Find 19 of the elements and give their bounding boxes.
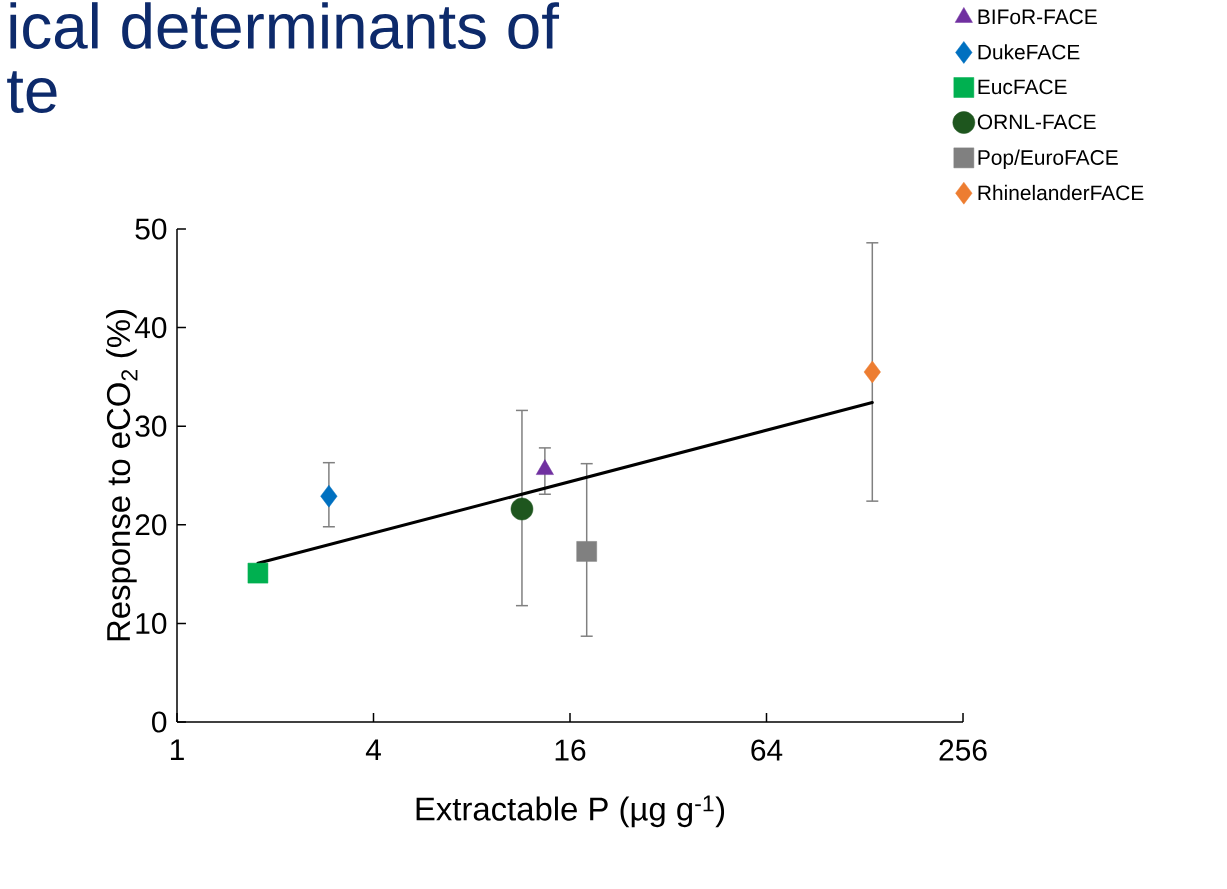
legend-label: DukeFACE <box>978 44 1080 60</box>
text: ical determinants of <box>10 2 560 50</box>
y-tick-label: 0 <box>152 711 167 733</box>
y-tick-label: 50 <box>135 218 167 240</box>
x-tick-label: 4 <box>365 739 381 761</box>
x-tick-label: 1 <box>170 739 184 761</box>
x-tick-label: 16 <box>555 739 586 761</box>
legend-label: BIFoR-FACE <box>978 9 1097 25</box>
y-tick-label: 40 <box>134 317 167 339</box>
y-tick-label: 20 <box>135 514 167 536</box>
legend-label: RhinelanderFACE <box>978 184 1144 201</box>
legend-label: ORNL-FACE <box>977 114 1096 130</box>
y-tick-label: 10 <box>136 612 167 634</box>
x-tick-label: 256 <box>939 739 987 761</box>
text: te <box>7 71 57 114</box>
legend-label: EucFACE <box>978 79 1067 95</box>
legend-label: Pop/EuroFACE <box>978 149 1118 170</box>
x-tick-label: 64 <box>751 739 783 761</box>
x-axis-title: Extractable P (µg g$^{-1}$) <box>416 795 725 828</box>
